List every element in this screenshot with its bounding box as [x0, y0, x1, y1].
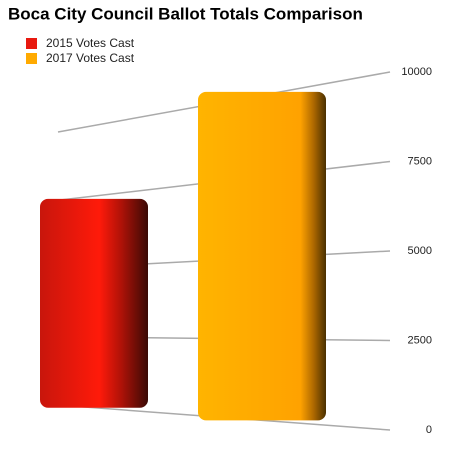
legend-swatch	[26, 38, 37, 49]
chart-title: Boca City Council Ballot Totals Comparis…	[8, 4, 363, 23]
y-tick-label: 10000	[401, 66, 432, 78]
legend-swatch	[26, 53, 37, 64]
y-tick-label: 0	[426, 424, 432, 436]
bar	[198, 91, 326, 421]
y-tick-label: 2500	[408, 334, 432, 346]
y-tick-label: 7500	[408, 155, 432, 167]
legend-label: 2017 Votes Cast	[46, 51, 135, 65]
bar	[40, 198, 148, 408]
legend-label: 2015 Votes Cast	[46, 36, 135, 50]
y-tick-label: 5000	[408, 245, 432, 257]
